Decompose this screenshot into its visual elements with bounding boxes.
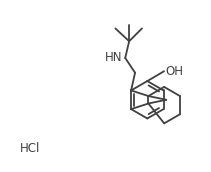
Text: HN: HN [105, 51, 122, 64]
Text: HCl: HCl [19, 142, 40, 155]
Text: OH: OH [165, 65, 183, 78]
